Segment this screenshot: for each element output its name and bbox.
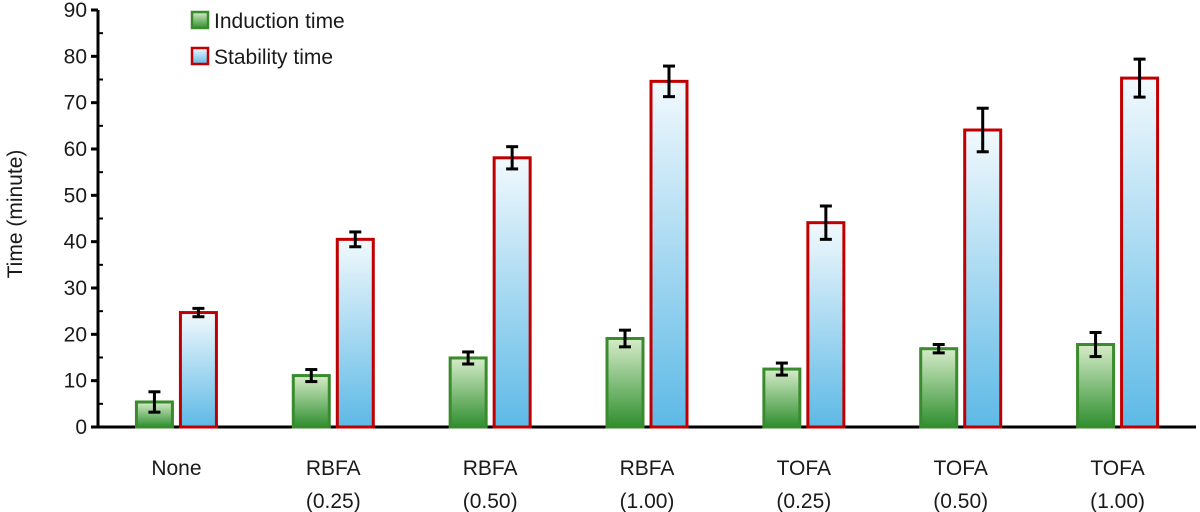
x-tick-label: TOFA (0.25) [776, 457, 831, 512]
bar-stability-time [335, 237, 375, 429]
y-tick-label: 30 [64, 277, 87, 300]
legend-label-induction-time: Induction time [214, 10, 345, 33]
y-tick-label: 40 [64, 231, 87, 254]
x-tick-label: RBFA (0.25) [306, 457, 361, 512]
bars [134, 76, 1160, 429]
x-tick-label-line: RBFA [306, 457, 361, 480]
bar-stability-time [649, 79, 689, 429]
y-tick-label: 50 [64, 184, 87, 207]
legend-label-stability-time: Stability time [214, 46, 333, 69]
x-axis: None RBFA (0.25) RBFA (0.50) RBFA (1.00) TOFA (0… [98, 425, 1196, 512]
x-tick-label-line: TOFA [933, 457, 987, 480]
bar-stability-time [963, 128, 1003, 429]
x-tick-label-line: TOFA [1090, 457, 1144, 480]
x-tick-label-line: None [151, 457, 201, 480]
y-axis: 0 10 20 30 40 50 60 70 80 90 [64, 0, 103, 439]
x-tick-label-line: TOFA [777, 457, 831, 480]
bar-induction-time [291, 374, 331, 429]
x-tick-label-line: (1.00) [1090, 490, 1145, 512]
bar-stability-time [1120, 76, 1160, 429]
y-tick-label: 80 [64, 45, 87, 68]
x-tick-label: TOFA (0.50) [933, 457, 988, 512]
error-bars [148, 57, 1146, 414]
y-tick-label: 20 [64, 323, 87, 346]
x-tick-label: TOFA (1.00) [1090, 457, 1145, 512]
y-tick-label: 70 [64, 92, 87, 115]
bar-induction-time [1076, 343, 1116, 429]
legend-item-stability-time: Stability time [190, 46, 333, 69]
x-tick-label-line: (0.50) [463, 490, 518, 512]
legend: Induction time Stability time [190, 10, 345, 69]
bar-induction-time [605, 337, 645, 429]
x-tick-label: None [151, 457, 201, 480]
bar-stability-time [492, 156, 532, 429]
bar-stability-time [806, 221, 846, 429]
y-tick-label: 10 [64, 370, 87, 393]
x-tick-label-line: (0.25) [306, 490, 361, 512]
x-tick-label-line: (0.50) [933, 490, 988, 512]
x-tick-label: RBFA (1.00) [620, 457, 675, 512]
legend-swatch-stability-time [190, 46, 210, 66]
bar-induction-time [762, 367, 802, 429]
y-tick-label: 60 [64, 138, 87, 161]
bar-induction-time [448, 356, 488, 429]
bar-induction-time [919, 347, 959, 429]
y-tick-label: 0 [75, 416, 87, 439]
legend-item-induction-time: Induction time [190, 10, 345, 33]
x-tick-label-line: (1.00) [620, 490, 675, 512]
y-axis-title: Time (minute) [4, 150, 27, 279]
y-tick-label: 90 [64, 0, 87, 22]
x-tick-label-line: RBFA [620, 457, 675, 480]
legend-swatch-induction-time [190, 10, 210, 30]
x-tick-label: RBFA (0.50) [463, 457, 518, 512]
x-tick-label-line: RBFA [463, 457, 518, 480]
bar-stability-time [178, 311, 218, 429]
x-tick-label-line: (0.25) [776, 490, 831, 512]
